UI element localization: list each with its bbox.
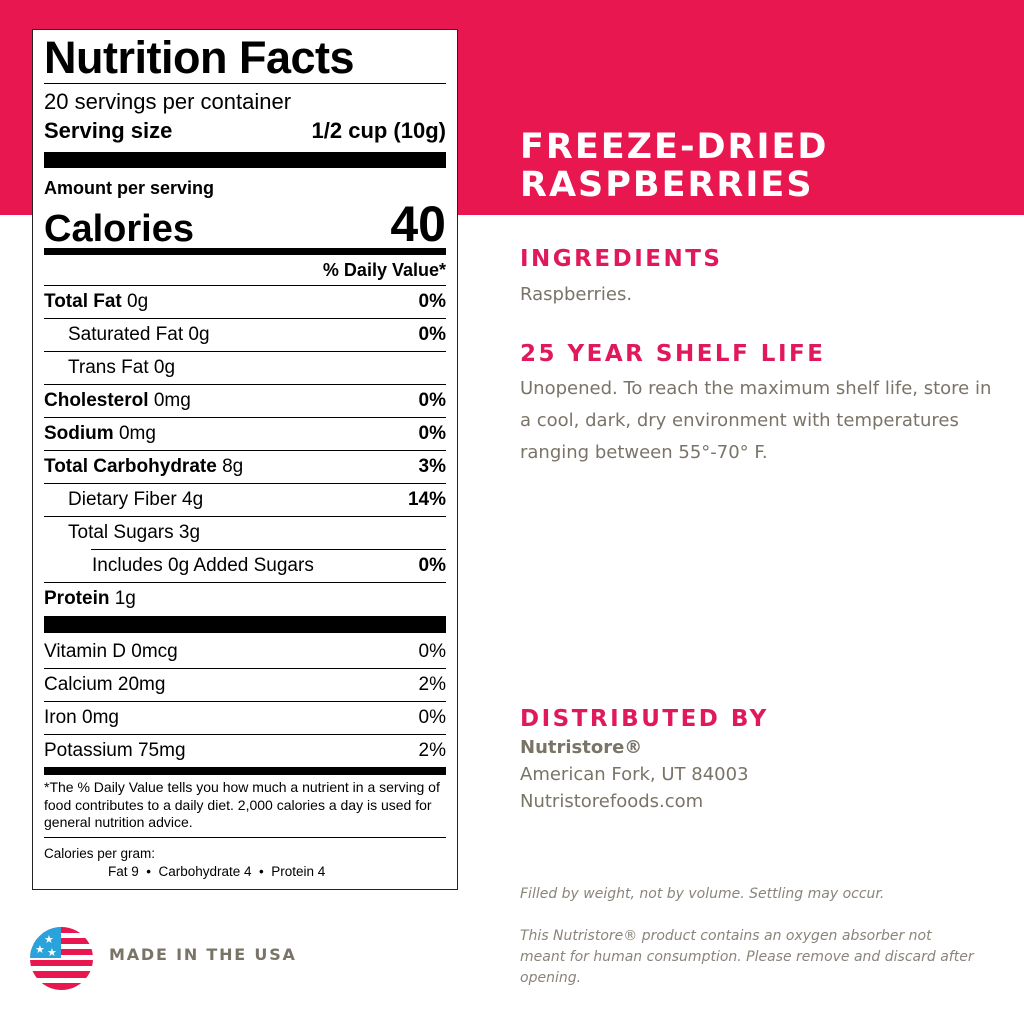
thick-divider [44,152,446,168]
nutrient-name: Protein 1g [44,588,136,609]
medium-divider [44,248,446,255]
nutrient-row: Total Carbohydrate 8g 3% [44,450,446,483]
product-title-line2: RASPBERRIES [520,165,814,205]
ingredients-heading: INGREDIENTS [520,246,723,272]
distributor-address: American Fork, UT 84003 [520,764,749,785]
nutrient-row: Saturated Fat 0g 0% [44,318,446,351]
nutrient-dv: 0% [418,423,446,444]
nutrient-row: Total Sugars 3g [44,516,446,549]
vitamin-name: Iron 0mg [44,707,119,728]
nutrition-facts-label: Nutrition Facts 20 servings per containe… [32,29,458,890]
vitamin-row: Calcium 20mg 2% [44,668,446,701]
nutrient-name: Cholesterol 0mg [44,390,191,411]
nutrient-dv: 14% [407,489,446,510]
calories-row: Calories 40 [44,195,446,253]
thick-divider [44,616,446,633]
footnote: *The % Daily Value tells you how much a … [44,779,440,830]
svg-text:★: ★ [47,947,57,959]
nutrient-row: Dietary Fiber 4g 14% [44,483,446,516]
nutrient-row: Total Fat 0g 0% [44,285,446,318]
nutrient-row: Trans Fat 0g [44,351,446,384]
serving-size: Serving size 1/2 cup (10g) [44,118,446,144]
calories-label: Calories [44,208,194,250]
nutrient-row: Includes 0g Added Sugars 0% [44,549,446,582]
nutrient-name: Trans Fat 0g [68,357,176,378]
made-in-usa-text: MADE IN THE USA [109,945,297,964]
vitamin-dv: 0% [418,707,446,728]
calories-per-gram: Calories per gram: [44,846,156,861]
vitamin-row: Iron 0mg 0% [44,701,446,734]
calories-per-gram-values: Fat 9 • Carbohydrate 4 • Protein 4 [108,864,326,879]
product-title: FREEZE-DRIED RASPBERRIES [520,128,828,204]
distributor-website[interactable]: Nutristorefoods.com [520,791,704,812]
nutrient-row: Sodium 0mg 0% [44,417,446,450]
svg-text:★: ★ [35,944,45,956]
us-flag-icon: ★ ★ ★ [30,927,93,990]
amount-per-serving: Amount per serving [44,178,215,198]
nutrient-name: Total Carbohydrate 8g [44,456,244,477]
nutrient-dv: 0% [418,291,446,312]
vitamin-name: Vitamin D 0mcg [44,640,178,662]
medium-divider [44,767,446,775]
nutrient-dv: 0% [418,324,446,345]
vitamin-name: Calcium 20mg [44,674,166,695]
nutrient-name: Saturated Fat 0g [68,324,210,345]
nutrient-name: Total Fat 0g [44,291,149,312]
nutrient-name: Includes 0g Added Sugars [92,554,314,576]
daily-value-header: % Daily Value* [322,260,446,280]
product-title-line1: FREEZE-DRIED [520,127,829,167]
distributor-name: Nutristore® [520,737,643,758]
nutrient-name: Dietary Fiber 4g [68,489,204,510]
nutrient-dv: 0% [418,554,446,576]
label-title: Nutrition Facts [44,32,355,83]
nutrient-name: Total Sugars 3g [68,522,201,543]
vitamin-dv: 2% [418,740,446,761]
nutrient-dv: 0% [418,390,446,411]
calories-value: 40 [390,196,446,252]
nutrient-row: Protein 1g [44,582,446,615]
vitamin-row: Vitamin D 0mcg 0% [44,635,446,668]
vitamin-name: Potassium 75mg [44,740,186,761]
svg-text:★: ★ [44,934,54,946]
nutrient-dv: 3% [418,456,446,477]
shelf-life-text: Unopened. To reach the maximum shelf lif… [520,378,992,463]
serving-size-value: 1/2 cup (10g) [311,118,446,143]
absorber-note: This Nutristore® product contains an oxy… [520,928,974,986]
distributor-heading: DISTRIBUTED BY [520,706,769,732]
vitamin-row: Potassium 75mg 2% [44,734,446,767]
servings-per-container: 20 servings per container [44,89,292,114]
ingredients-text: Raspberries. [520,284,633,305]
vitamin-dv: 0% [418,640,446,662]
nutrient-row: Cholesterol 0mg 0% [44,384,446,417]
nutrient-name: Sodium 0mg [44,423,156,444]
vitamin-dv: 2% [418,674,446,695]
fill-note: Filled by weight, not by volume. Settlin… [520,886,885,902]
shelf-life-heading: 25 YEAR SHELF LIFE [520,341,826,367]
serving-size-label: Serving size [44,118,173,143]
